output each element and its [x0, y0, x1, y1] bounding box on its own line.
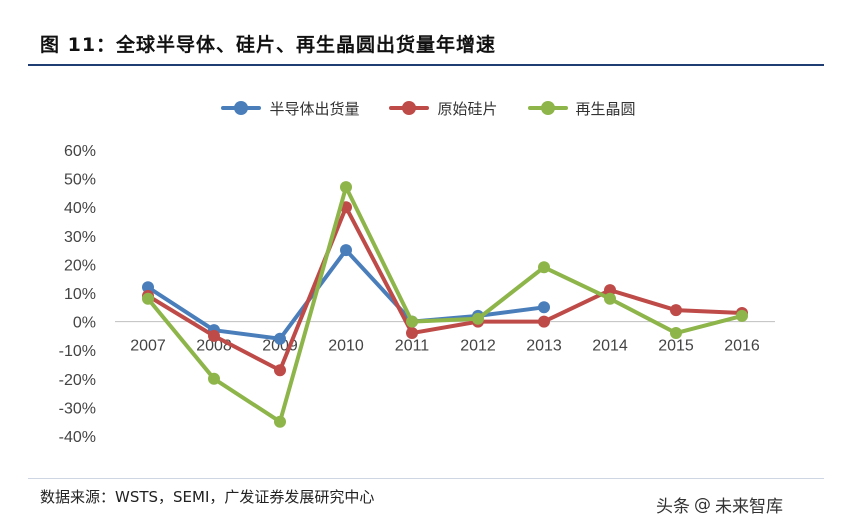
series-line	[146, 205, 744, 373]
data-point	[142, 281, 154, 294]
data-point	[472, 312, 484, 325]
source-note: 数据来源：WSTS，SEMI，广发证券发展研究中心	[40, 488, 375, 506]
data-point	[340, 181, 352, 194]
series-line	[146, 248, 546, 341]
y-tick-label: -40%	[59, 429, 96, 446]
data-point	[274, 415, 286, 428]
x-tick-label: 2015	[658, 338, 694, 355]
series-2	[142, 181, 748, 428]
legend-item: 原始硅片	[389, 98, 498, 119]
series-layer	[142, 181, 748, 428]
y-tick-label: -10%	[59, 343, 96, 360]
data-point	[604, 292, 616, 305]
x-tick-label: 2012	[460, 338, 496, 355]
y-tick-label: 60%	[64, 143, 96, 160]
legend-swatch-raw-wafer	[389, 101, 430, 115]
y-tick-label: -20%	[59, 372, 96, 389]
x-tick-label: 2010	[328, 338, 364, 355]
y-tick-label: 40%	[64, 200, 96, 217]
chart-legend: 半导体出货量 原始硅片 再生晶圆	[0, 96, 857, 120]
x-tick-label: 2013	[526, 338, 562, 355]
x-tick-label: 2014	[592, 338, 628, 355]
title-underline	[28, 64, 824, 66]
data-point	[538, 315, 550, 328]
data-point	[538, 261, 550, 274]
source-divider	[28, 478, 824, 479]
data-point	[604, 284, 616, 297]
series-1	[142, 201, 748, 377]
data-point	[208, 372, 220, 385]
legend-label: 再生晶圆	[575, 99, 636, 118]
data-point	[142, 292, 154, 305]
watermark-left: 头条	[656, 497, 690, 517]
data-point	[406, 315, 418, 328]
watermark-at: @	[694, 494, 711, 515]
y-tick-label: -30%	[59, 400, 96, 417]
legend-swatch-semiconductor	[221, 101, 262, 115]
x-tick-label: 2011	[395, 338, 430, 355]
y-axis: 60% 50% 40% 30% 20% 10% 0% -10% -20% -30% -40%	[59, 143, 775, 446]
y-tick-label: 20%	[64, 257, 96, 274]
data-point	[274, 332, 286, 345]
y-tick-label: 10%	[64, 286, 96, 303]
watermark-right: 未来智库	[715, 497, 783, 517]
legend-label: 原始硅片	[437, 99, 498, 118]
data-point	[736, 309, 748, 322]
y-tick-label: 0%	[73, 315, 96, 332]
y-tick-label: 50%	[64, 172, 96, 189]
x-tick-label: 2007	[130, 338, 166, 355]
legend-swatch-reclaim-wafer	[527, 101, 568, 115]
figure-title: 图 11：全球半导体、硅片、再生晶圆出货量年增速	[40, 34, 497, 56]
legend-item: 半导体出货量	[221, 98, 359, 119]
legend-label: 半导体出货量	[269, 99, 360, 118]
y-tick-label: 30%	[64, 229, 96, 246]
data-point	[538, 301, 550, 314]
x-tick-label: 2016	[724, 338, 760, 355]
legend-item: 再生晶圆	[527, 98, 636, 119]
watermark: 头条 @ 未来智库	[656, 492, 783, 518]
series-line	[146, 185, 744, 424]
data-point	[670, 327, 682, 340]
data-point	[406, 327, 418, 340]
data-point	[340, 244, 352, 257]
data-point	[208, 329, 220, 342]
line-chart: 60% 50% 40% 30% 20% 10% 0% -10% -20% -30% -40% 200…	[59, 143, 775, 446]
data-point	[670, 304, 682, 317]
data-point	[274, 364, 286, 377]
